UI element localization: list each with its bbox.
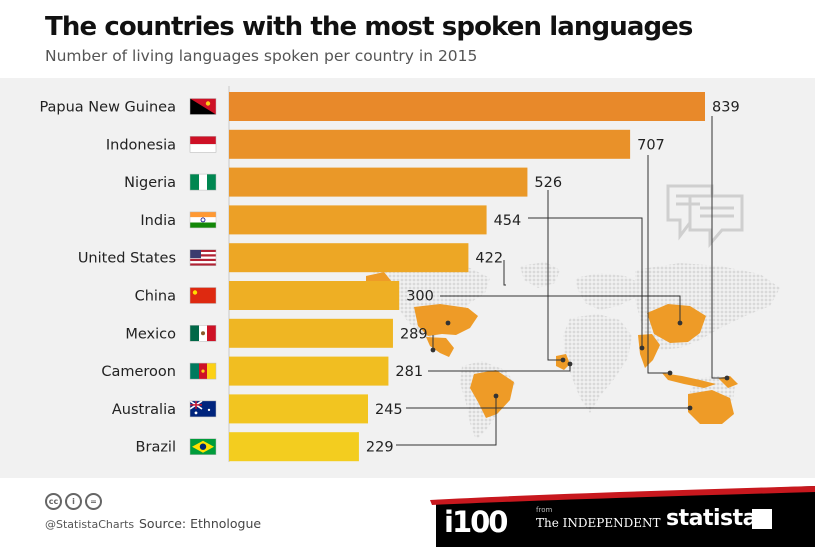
india-shape — [638, 334, 660, 368]
australia-flag — [189, 400, 217, 418]
value-label-indonesia: 707 — [637, 137, 665, 153]
creative-commons-icon: cc — [45, 493, 62, 510]
australia-shape — [688, 390, 734, 424]
bar-china — [229, 281, 400, 310]
bar-indonesia — [229, 129, 631, 159]
map-north-america — [372, 263, 490, 340]
leader-dots — [430, 320, 730, 411]
footer-brand-band — [430, 486, 815, 547]
leader-indonesia — [647, 155, 670, 374]
leader-china — [440, 295, 681, 323]
bar-cameroon — [229, 356, 389, 386]
leader-lines — [396, 116, 727, 446]
category-label-papua-new-guinea: Papua New Guinea — [39, 100, 176, 116]
cameroon-flag — [189, 362, 217, 380]
map-europe — [575, 273, 640, 310]
attribution-icon: i — [65, 493, 82, 510]
value-label-india: 454 — [494, 213, 522, 229]
india-flag — [189, 211, 217, 229]
category-label-australia: Australia — [112, 402, 176, 418]
bar-nigeria — [229, 167, 528, 197]
bar-chart: 839 Papua New Guinea 707 Indonesia 526 Nigeri… — [39, 86, 780, 462]
bar-brazil — [229, 432, 359, 462]
bar-mexico — [229, 318, 393, 348]
value-label-nigeria: 526 — [534, 175, 562, 191]
no-derivatives-icon: = — [85, 493, 102, 510]
statista-logo-mark — [752, 509, 772, 529]
source-note: Source: Ethnologue — [139, 516, 262, 531]
leader-india — [528, 217, 643, 348]
map-asia — [635, 263, 780, 350]
bar-united-states — [229, 243, 469, 273]
independent-logo[interactable]: The INDEPENDENT — [536, 516, 661, 530]
statista-logo[interactable]: statista — [666, 506, 757, 531]
united-states-flag — [189, 249, 217, 266]
plot-area: 839 Papua New Guinea 707 Indonesia 526 Nigeri… — [0, 78, 815, 478]
china-flag — [189, 287, 217, 304]
twitter-handle[interactable]: @StatistaCharts — [45, 518, 135, 531]
value-label-united-states: 422 — [475, 251, 503, 267]
indonesia-flag — [189, 136, 217, 153]
category-label-cameroon: Cameroon — [101, 364, 176, 380]
category-label-brazil: Brazil — [136, 440, 176, 456]
nigeria-flag — [189, 173, 217, 191]
leader-papua-new-guinea — [711, 116, 727, 379]
category-label-mexico: Mexico — [125, 326, 176, 342]
map-africa — [563, 314, 632, 413]
papua-new-guinea-flag — [189, 98, 217, 115]
brazil-shape — [470, 370, 514, 418]
category-label-nigeria: Nigeria — [124, 175, 176, 191]
value-label-mexico: 289 — [400, 326, 428, 342]
category-label-india: India — [140, 213, 176, 229]
mexico-flag — [189, 325, 217, 342]
papua-new-guinea-shape — [718, 376, 738, 388]
footer: cc i = @StatistaCharts Source: Ethnologu… — [0, 478, 815, 547]
brazil-flag — [189, 438, 217, 455]
indonesia-shape — [662, 373, 716, 388]
license-icons: cc i = — [45, 493, 102, 510]
value-label-australia: 245 — [375, 402, 403, 418]
i100-logo[interactable]: i100 — [444, 505, 509, 539]
bar-papua-new-guinea — [229, 92, 705, 121]
category-label-united-states: United States — [78, 251, 176, 267]
from-label: from — [536, 506, 553, 514]
bars-layer: 839 Papua New Guinea 707 Indonesia 526 Nigeri… — [39, 92, 740, 462]
map-greenland — [520, 262, 560, 288]
chart-subtitle: Number of living languages spoken per co… — [45, 47, 478, 65]
value-label-china: 300 — [406, 289, 434, 305]
bar-india — [229, 205, 487, 235]
category-label-indonesia: Indonesia — [106, 137, 176, 153]
leader-united-states — [503, 260, 506, 286]
leader-nigeria — [547, 190, 563, 361]
china-shape — [647, 304, 706, 343]
speech-bubbles-icon — [666, 184, 744, 249]
value-label-brazil: 229 — [366, 440, 394, 456]
mexico-shape — [426, 337, 454, 357]
category-label-china: China — [135, 289, 176, 305]
bar-australia — [229, 394, 368, 424]
united-states-shape — [414, 304, 478, 336]
value-label-papua-new-guinea: 839 — [712, 100, 740, 116]
chart-title: The countries with the most spoken langu… — [45, 12, 693, 42]
leader-brazil — [396, 396, 497, 446]
value-label-cameroon: 281 — [395, 364, 423, 380]
